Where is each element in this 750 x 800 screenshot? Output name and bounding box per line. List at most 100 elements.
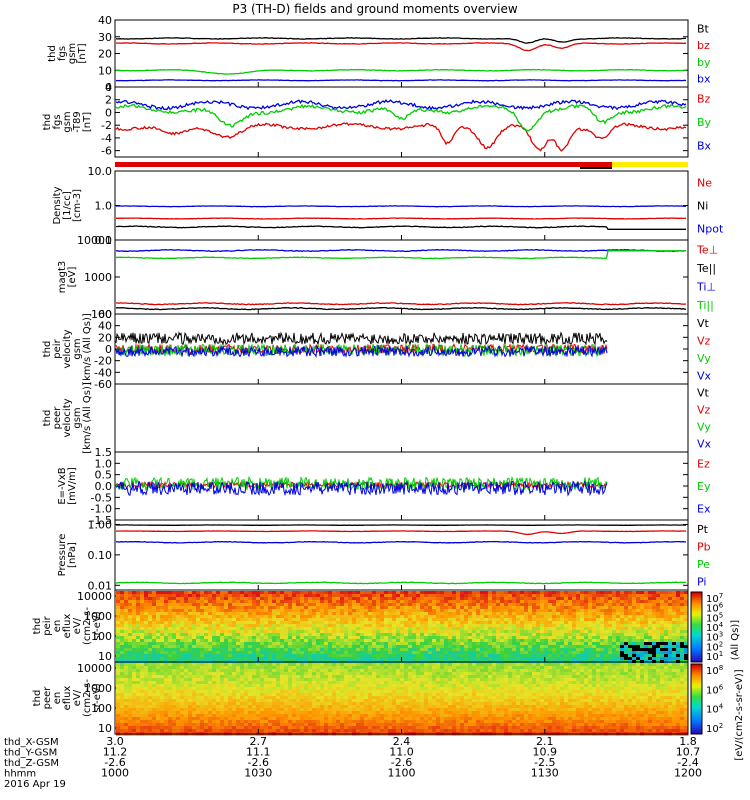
- status-bar-marker: [580, 167, 612, 169]
- x-tick-label: 11.0: [389, 746, 414, 759]
- y-axis-label: eV/: [72, 689, 83, 706]
- y-axis-label: [nT]: [77, 43, 88, 63]
- y-tick-label: 1000: [84, 682, 112, 695]
- heatmap-cells: [116, 591, 689, 664]
- series-red: [115, 122, 687, 152]
- x-tick-label: -2.4: [677, 756, 698, 769]
- y-tick-label: 1.0: [95, 200, 113, 213]
- series-blue: [115, 99, 687, 111]
- y-tick-label: 0.01: [88, 579, 113, 592]
- y-axis-label: gsm: [72, 338, 83, 359]
- legend-blue: Pi: [697, 575, 706, 588]
- panel-fgs_gsm: thd fgs gsm [nT] 0 10 20 30 40 Bt bz by bx: [47, 14, 711, 94]
- y-axis-label: (cm2-s-: [82, 607, 93, 645]
- y-tick-label: 20: [98, 48, 112, 61]
- x-tick-label: -2.6: [104, 756, 125, 769]
- y-tick-label: 0.5: [95, 469, 113, 482]
- y-axis-label: peir: [42, 615, 53, 635]
- x-row-label: thd_Z-GSM: [4, 758, 59, 769]
- y-tick-label: 1.0: [95, 457, 113, 470]
- series-blue: [115, 205, 687, 208]
- colorbar-tick-label: 106: [706, 683, 724, 696]
- legend-blue: Bx: [697, 139, 712, 152]
- x-row-label: thd_X-GSM: [4, 737, 59, 748]
- y-tick-label: 30: [98, 31, 112, 44]
- legend-blue: Npot: [697, 223, 724, 236]
- legend-red: bz: [697, 39, 710, 52]
- legend-green: Pe: [697, 558, 710, 571]
- y-axis-label: gsm: [67, 43, 78, 64]
- legend-red: Vz: [697, 334, 711, 347]
- y-tick-label: -0.5: [91, 491, 112, 504]
- legend-blue: Vx: [697, 369, 712, 382]
- panel-density: Density [1/cc] [cm-3] 0.1 1.0 10.0 Ne Ni Npot: [52, 165, 724, 247]
- x-tick-label: 2.7: [250, 735, 268, 748]
- series-red: [115, 42, 687, 52]
- y-axis-label: en: [52, 692, 63, 705]
- y-axis-label: peer: [42, 686, 53, 710]
- y-tick-label: -1.5: [91, 514, 112, 527]
- colorbar-electron: 108 106 104 102: [690, 663, 724, 735]
- x-tick-label: 2.4: [393, 735, 411, 748]
- legend-black: Te||: [696, 262, 716, 275]
- heatmap-cells: [116, 663, 689, 736]
- legend-green: Ey: [697, 480, 711, 493]
- legend-black: Pt: [697, 523, 709, 536]
- y-tick-label: 60: [98, 308, 112, 321]
- x-tick-label: 1200: [674, 767, 702, 780]
- x-tick-label: 10.7: [676, 746, 701, 759]
- legend-green: Vy: [697, 352, 711, 365]
- y-axis-label: eflux: [62, 686, 73, 711]
- panel-frame: [114, 383, 689, 453]
- y-axis-label: Density: [52, 186, 63, 224]
- series-blue: [115, 79, 687, 82]
- panel-ion_velocity: thd peir velocity gsm [km/s (All Qs)] -60-40-…: [42, 308, 712, 391]
- y-axis-label: eV/: [72, 617, 83, 634]
- series-black: [115, 225, 686, 230]
- y-axis-label: thd: [47, 45, 58, 62]
- y-tick-label: 10000: [77, 590, 112, 603]
- y-tick-label: 10000: [77, 234, 112, 247]
- y-tick-label: 100: [91, 630, 112, 643]
- colorbar-tick-label: 104: [706, 703, 724, 716]
- y-axis-label: thd: [42, 114, 53, 131]
- legend-red: Vz: [697, 404, 711, 417]
- x-tick-label: 11.2: [103, 746, 128, 759]
- colorbar-tick-label: 103: [706, 631, 723, 644]
- legend-red: Ez: [697, 457, 710, 470]
- x-tick-label: -2.6: [248, 756, 269, 769]
- colorbar-tick-label: 101: [706, 650, 723, 663]
- y-axis-label: peir: [52, 338, 63, 358]
- y-axis-label: [km/s (All Qs)]: [82, 382, 93, 454]
- colorbar-tick-label: 102: [706, 722, 723, 735]
- legend-green: Ti||: [696, 299, 714, 312]
- legend-blue: Vx: [697, 438, 712, 451]
- y-axis-label: [nT]: [82, 112, 93, 132]
- series-blue: [115, 344, 608, 359]
- y-tick-label: 0.0: [95, 480, 113, 493]
- y-axis-label: velocity: [62, 329, 73, 368]
- y-tick-label: 100: [91, 702, 112, 715]
- y-tick-label: 20: [98, 331, 112, 344]
- legend-black: Vt: [697, 387, 710, 400]
- series-black: [115, 37, 686, 44]
- legend-red: Te⊥: [696, 243, 718, 256]
- y-axis-label: sr-eV): [92, 611, 103, 640]
- series-green: [115, 68, 686, 75]
- y-axis-label: eflux: [62, 614, 73, 639]
- x-tick-label: 1030: [244, 767, 272, 780]
- legend-black: Vt: [697, 317, 710, 330]
- colorbar-tick-label: 106: [706, 602, 724, 615]
- x-row-label: thd_Y-GSM: [4, 748, 57, 759]
- series-blue: [115, 248, 687, 253]
- series-red: [116, 530, 687, 536]
- y-axis-label: thd: [42, 341, 53, 358]
- series-green: [115, 103, 687, 132]
- x-tick-label: 1130: [531, 767, 559, 780]
- x-row-label: hhmm: [4, 769, 36, 780]
- y-tick-label: 40: [98, 14, 112, 27]
